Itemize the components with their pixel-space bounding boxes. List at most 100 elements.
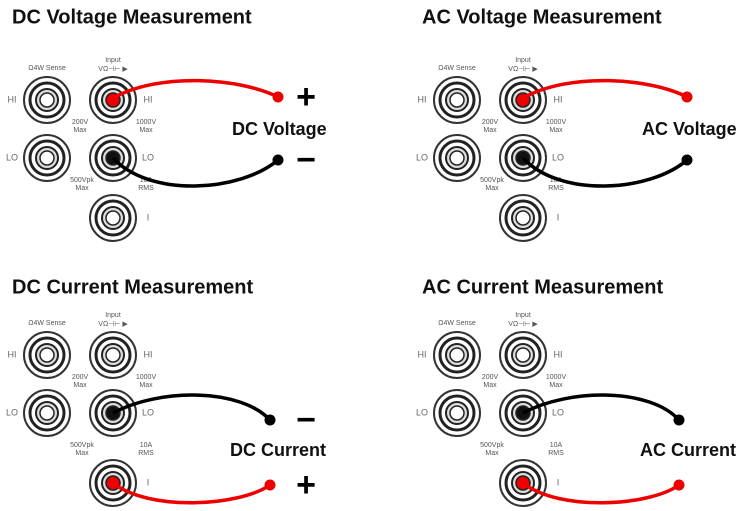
measurement-label: DC Current: [230, 440, 326, 460]
jack-core: [105, 210, 121, 226]
probe-tip: [272, 91, 284, 103]
terminal-label: Input: [515, 312, 531, 319]
terminal-label: Ω4W Sense: [28, 65, 66, 72]
wire: [521, 481, 681, 505]
panel-title: DC Current Measurement: [12, 276, 254, 298]
terminal-label: 1000V: [136, 119, 157, 126]
terminal-label: 200V: [72, 119, 89, 126]
measurement-label: AC Voltage: [642, 119, 737, 139]
jack-core: [39, 405, 55, 421]
terminal-label: Input: [105, 57, 121, 64]
terminal-label: 1000V: [136, 374, 157, 381]
jack-core: [39, 347, 55, 363]
measurement-label: AC Current: [640, 440, 736, 460]
terminal-label: 500Vpk: [70, 177, 94, 184]
jack-core: [449, 150, 465, 166]
terminal-label: Max: [485, 185, 499, 192]
terminal-label: RMS: [548, 450, 564, 457]
terminal-label: RMS: [548, 185, 564, 192]
terminal-label: LO: [6, 152, 18, 162]
panel: DC Current Measurement Ω4W Sense Input VΩ⊣⊢…: [6, 276, 326, 507]
terminal-label: LO: [552, 407, 564, 417]
terminal-label: HI: [8, 94, 17, 104]
polarity-sign: −: [296, 401, 316, 439]
wire: [111, 481, 272, 505]
terminal-label: I: [147, 477, 150, 487]
jack-core: [449, 92, 465, 108]
panel: AC Current Measurement Ω4W Sense Input VΩ⊣⊢…: [416, 276, 736, 507]
panel-title: AC Voltage Measurement: [422, 6, 662, 28]
terminal-label: 1000V: [546, 374, 567, 381]
jack-core: [105, 347, 121, 363]
terminal-label: Max: [139, 382, 153, 389]
probe-tip: [264, 479, 276, 491]
terminal-label: HI: [554, 349, 563, 359]
terminal-label: Max: [75, 450, 89, 457]
wire: [522, 78, 688, 100]
wire: [111, 156, 280, 188]
probe-tip: [673, 414, 685, 426]
terminal-label: HI: [144, 94, 153, 104]
terminal-label: VΩ⊣⊢ ▶: [508, 66, 538, 73]
terminal-label: LO: [416, 407, 428, 417]
terminal-label: 1000V: [546, 119, 567, 126]
jack-core: [449, 347, 465, 363]
terminal-label: HI: [418, 349, 427, 359]
terminal-label: I: [557, 212, 560, 222]
jack-core: [449, 405, 465, 421]
terminal-label: LO: [416, 152, 428, 162]
measurement-label: DC Voltage: [232, 119, 327, 139]
terminal-label: HI: [418, 94, 427, 104]
terminal-label: RMS: [138, 185, 154, 192]
terminal-label: I: [147, 212, 150, 222]
wire: [522, 393, 681, 422]
panel-title: DC Voltage Measurement: [12, 6, 252, 28]
terminal-label: VΩ⊣⊢ ▶: [98, 66, 128, 73]
probe-tip: [681, 91, 693, 103]
panel: AC Voltage Measurement Ω4W Sense Input VΩ⊣⊢…: [416, 6, 737, 242]
terminal-label: Ω4W Sense: [438, 65, 476, 72]
probe-tip: [681, 154, 693, 166]
terminal-label: Max: [73, 382, 87, 389]
panel-title: AC Current Measurement: [422, 276, 664, 298]
terminal-label: Max: [73, 127, 87, 134]
terminal-label: LO: [142, 152, 154, 162]
terminal-label: 200V: [72, 374, 89, 381]
terminal-label: Max: [483, 127, 497, 134]
terminal-label: Max: [485, 450, 499, 457]
terminal-label: HI: [554, 94, 563, 104]
probe-tip: [264, 414, 276, 426]
terminal-label: VΩ⊣⊢ ▶: [508, 321, 538, 328]
polarity-sign: +: [296, 78, 316, 116]
terminal-label: Input: [515, 57, 531, 64]
wire: [112, 393, 272, 422]
wire: [112, 78, 279, 100]
terminal-label: LO: [142, 407, 154, 417]
terminal-label: Input: [105, 312, 121, 319]
terminal-label: Max: [75, 185, 89, 192]
terminal-label: VΩ⊣⊢ ▶: [98, 321, 128, 328]
terminal-label: HI: [144, 349, 153, 359]
terminal-label: 500Vpk: [480, 442, 504, 449]
terminal-label: 200V: [482, 119, 499, 126]
terminal-label: LO: [552, 152, 564, 162]
polarity-sign: +: [296, 466, 316, 504]
terminal-label: HI: [8, 349, 17, 359]
terminal-label: Ω4W Sense: [438, 320, 476, 327]
probe-tip: [272, 154, 284, 166]
wire: [521, 156, 689, 188]
terminal-label: 500Vpk: [480, 177, 504, 184]
terminal-label: Ω4W Sense: [28, 320, 66, 327]
jack-core: [39, 150, 55, 166]
terminal-label: LO: [6, 407, 18, 417]
terminal-label: Max: [139, 127, 153, 134]
terminal-label: 500Vpk: [70, 442, 94, 449]
terminal-label: Max: [549, 382, 563, 389]
jack-core: [515, 210, 531, 226]
panel: DC Voltage Measurement Ω4W Sense Input VΩ⊣⊢…: [6, 6, 327, 242]
terminal-label: Max: [483, 382, 497, 389]
terminal-label: RMS: [138, 450, 154, 457]
terminal-label: 10A: [550, 442, 563, 449]
terminal-label: 200V: [482, 374, 499, 381]
